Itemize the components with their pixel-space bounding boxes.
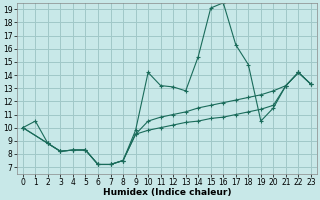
X-axis label: Humidex (Indice chaleur): Humidex (Indice chaleur): [103, 188, 231, 197]
